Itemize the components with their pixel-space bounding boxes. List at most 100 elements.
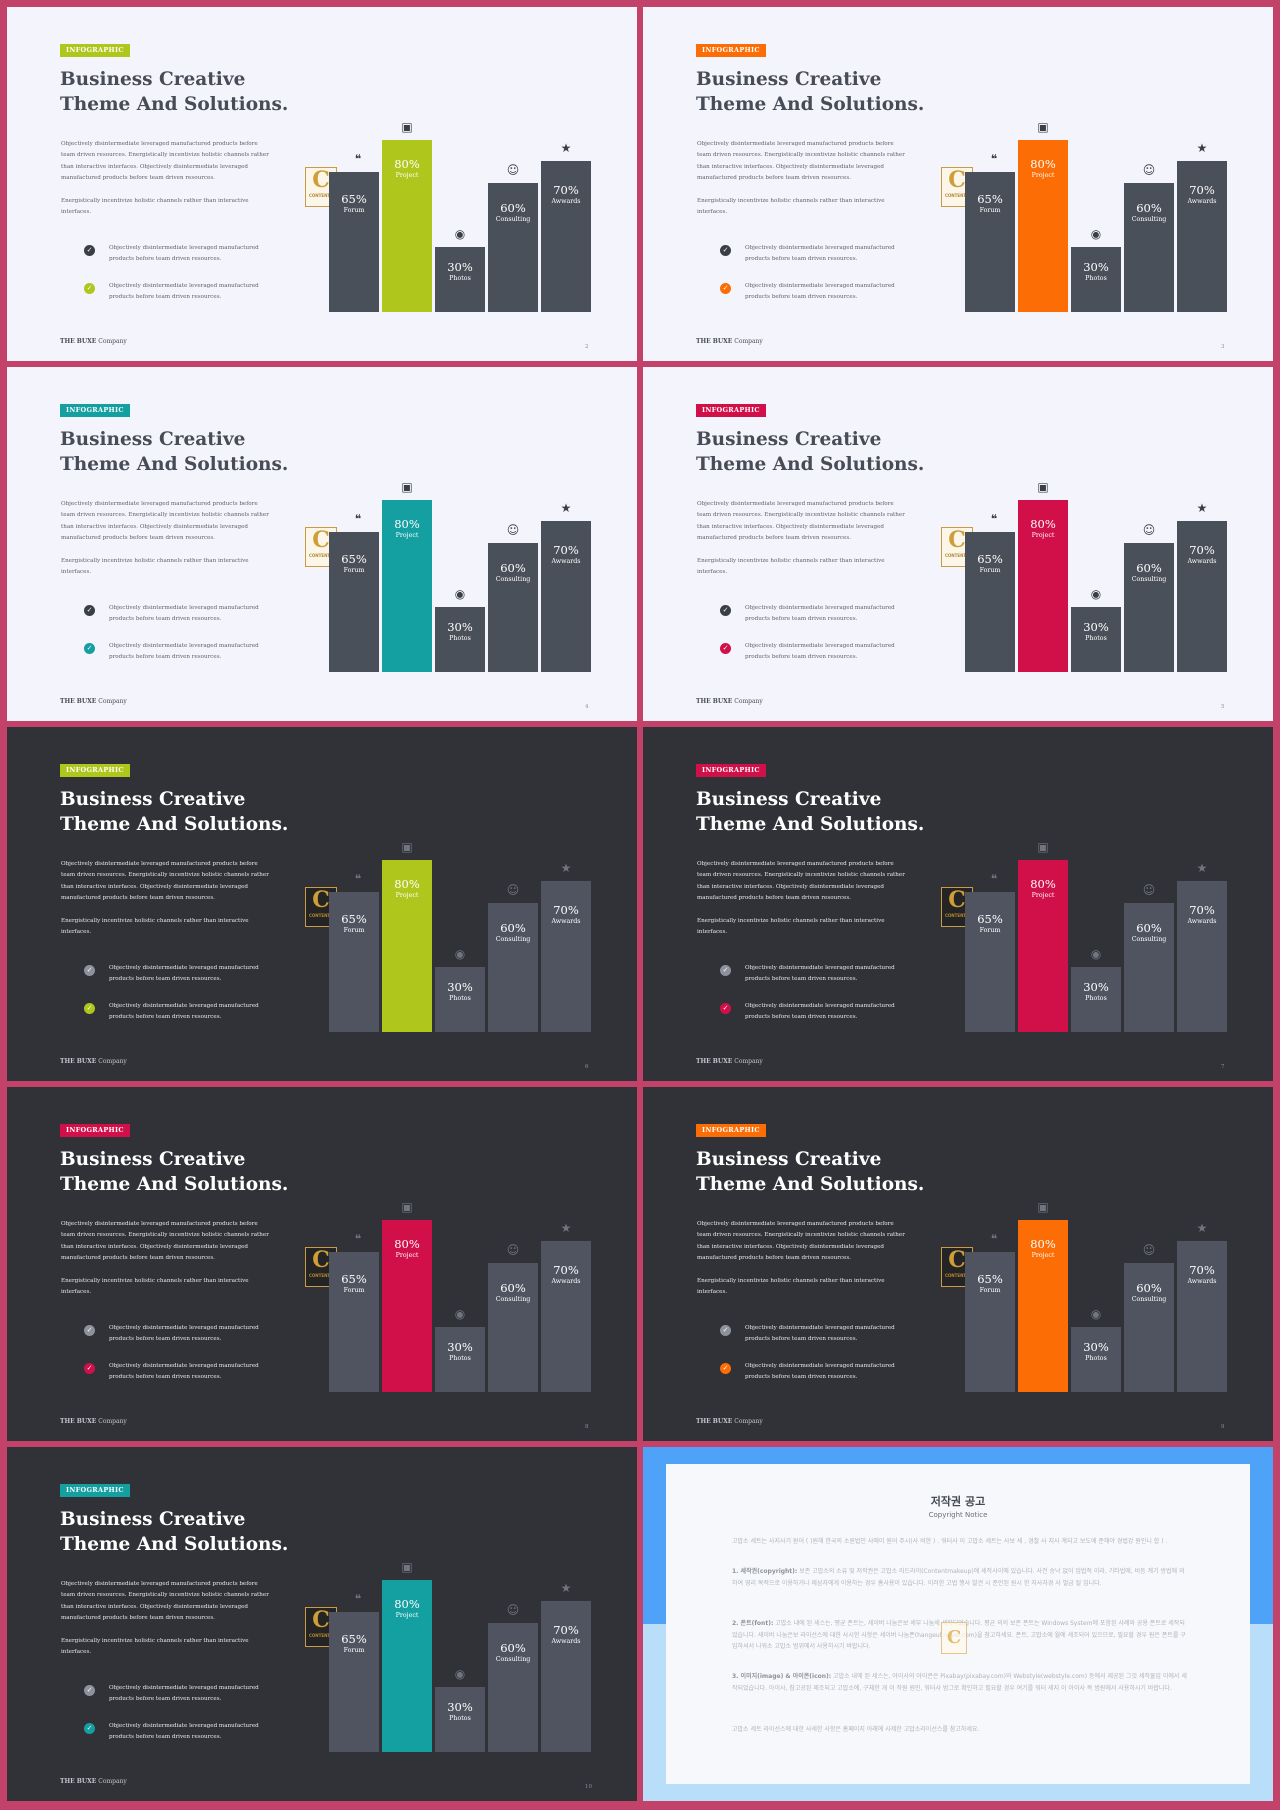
bar-consulting: 60% Consulting [488,183,538,312]
slide-title: Business Creative Theme And Solutions. [60,67,320,117]
briefcase-icon: ▣ [401,1560,413,1574]
infographic-slide[interactable]: INFOGRAPHIC Business Creative Theme And … [7,367,637,721]
bar-category-label: Awwards [551,198,581,205]
bar-category-label: Project [395,892,419,899]
body-paragraph-1: Objectively disintermediate leveraged ma… [61,1221,269,1261]
footer-brand-name: THE BUXE [60,338,97,345]
check-item-text: Objectively disintermediate leveraged ma… [109,1325,259,1342]
infographic-slide[interactable]: INFOGRAPHIC Business Creative Theme And … [7,7,637,361]
bar-chart: C CONTENTS 65% Forum ❝ 80% Project ▣ 30% Photos… [643,727,1273,1081]
bar-value-label: 65% [341,552,367,566]
logo-text: CONTENTS [944,913,970,918]
logo-text: CONTENTS [944,193,970,198]
users-icon: ☺ [506,883,520,897]
check-item-1: ✓ Objectively disintermediate leveraged … [84,1323,284,1347]
bar-photos: 30% Photos [1071,1327,1121,1392]
bar-category-label: Forum [343,1647,365,1654]
bar-value-label: 80% [1030,877,1056,891]
copyright-slide[interactable]: 저작권 공고 Copyright Notice 고맙소 세트는 사지사기 원어 … [643,1447,1273,1801]
camera-icon: ◉ [1090,227,1102,241]
title-line-1: Business Creative [696,429,882,450]
logo-text: CONTENTS [944,553,970,558]
check-circle-icon: ✓ [720,245,731,256]
logo-letter: C [312,1607,330,1633]
body-paragraph-2: Energistically incentivize holistic chan… [61,1638,249,1656]
footer-brand: THE BUXE Company [696,1418,763,1426]
infographic-slide[interactable]: INFOGRAPHIC Business Creative Theme And … [643,727,1273,1081]
footer-brand-name: THE BUXE [60,698,97,705]
body-paragraph-1: Objectively disintermediate leveraged ma… [697,1221,905,1261]
bar-project: 80% Project [382,860,432,1032]
check-circle-icon: ✓ [84,605,95,616]
bar-category-label: Photos [449,995,471,1002]
bar-category-label: Consulting [495,216,531,223]
body-paragraph-2: Energistically incentivize holistic chan… [697,918,885,936]
bar-value-label: 70% [553,543,579,557]
bar-project: 80% Project [382,140,432,312]
check-item-1: ✓ Objectively disintermediate leveraged … [720,1323,920,1347]
bar-value-label: 30% [1083,980,1109,994]
infographic-slide[interactable]: INFOGRAPHIC Business Creative Theme And … [643,1087,1273,1441]
infographic-slide[interactable]: INFOGRAPHIC Business Creative Theme And … [7,1087,637,1441]
logo-text: CONTENTS [944,1273,970,1278]
camera-icon: ◉ [454,947,466,961]
bar-awwards: 70% Awwards [1177,881,1227,1032]
infographic-tag: INFOGRAPHIC [60,44,130,57]
bar-value-label: 60% [500,1281,526,1295]
infographic-slide[interactable]: INFOGRAPHIC Business Creative Theme And … [643,7,1273,361]
footer-company: Company [734,698,763,705]
bar-value-label: 80% [394,1597,420,1611]
infographic-slide[interactable]: INFOGRAPHIC Business Creative Theme And … [7,727,637,1081]
bar-awwards: 70% Awwards [1177,161,1227,312]
bar-value-label: 30% [447,1700,473,1714]
bar-forum: 65% Forum [329,1612,379,1752]
bar-category-label: Photos [1085,275,1107,282]
infographic-slide[interactable]: INFOGRAPHIC Business Creative Theme And … [7,1447,637,1801]
bar-value-label: 70% [1189,1263,1215,1277]
check-item-1: ✓ Objectively disintermediate leveraged … [720,243,920,267]
bar-value-label: 65% [341,1272,367,1286]
bar-value-label: 65% [977,552,1003,566]
bar-chart: C CONTENTS 65% Forum ❝ 80% Project ▣ 30% Photos… [7,1447,637,1801]
bar-category-label: Forum [979,207,1001,214]
footer-company: Company [98,1418,127,1425]
logo-letter: C [948,167,966,193]
briefcase-icon: ▣ [401,840,413,854]
comments-icon: ❝ [354,1232,362,1246]
briefcase-icon: ▣ [401,480,413,494]
bar-value-label: 60% [500,561,526,575]
title-line-1: Business Creative [696,1149,882,1170]
title-line-1: Business Creative [60,1149,246,1170]
bar-category-label: Awwards [1187,1278,1217,1285]
bar-forum: 65% Forum [329,172,379,312]
title-line-1: Business Creative [60,69,246,90]
logo-letter: C [312,887,330,913]
bar-value-label: 70% [553,903,579,917]
page-number: 3 [1221,344,1225,350]
infographic-slide[interactable]: INFOGRAPHIC Business Creative Theme And … [643,367,1273,721]
bar-value-label: 60% [500,921,526,935]
bar-chart: C CONTENTS 65% Forum ❝ 80% Project ▣ 30% Photos… [643,367,1273,721]
title-line-2: Theme And Solutions. [60,94,289,115]
body-paragraph-1: Objectively disintermediate leveraged ma… [61,861,269,901]
bar-category-label: Photos [1085,635,1107,642]
bar-value-label: 70% [1189,903,1215,917]
bar-forum: 65% Forum [329,1252,379,1392]
check-item-text: Objectively disintermediate leveraged ma… [109,605,259,622]
users-icon: ☺ [506,523,520,537]
slide-title: Business Creative Theme And Solutions. [696,67,956,117]
bar-value-label: 60% [1136,201,1162,215]
footer-company: Company [734,1418,763,1425]
body-paragraph-1: Objectively disintermediate leveraged ma… [61,1581,269,1621]
bar-value-label: 80% [394,157,420,171]
page-number: 6 [585,1064,589,1070]
bar-value-label: 60% [1136,561,1162,575]
bar-value-label: 30% [447,620,473,634]
check-circle-icon: ✓ [84,283,95,294]
bar-value-label: 80% [394,517,420,531]
bar-consulting: 60% Consulting [1124,903,1174,1032]
comments-icon: ❝ [354,512,362,526]
bar-forum: 65% Forum [965,172,1015,312]
check-circle-icon: ✓ [84,1003,95,1014]
bar-category-label: Photos [449,1715,471,1722]
